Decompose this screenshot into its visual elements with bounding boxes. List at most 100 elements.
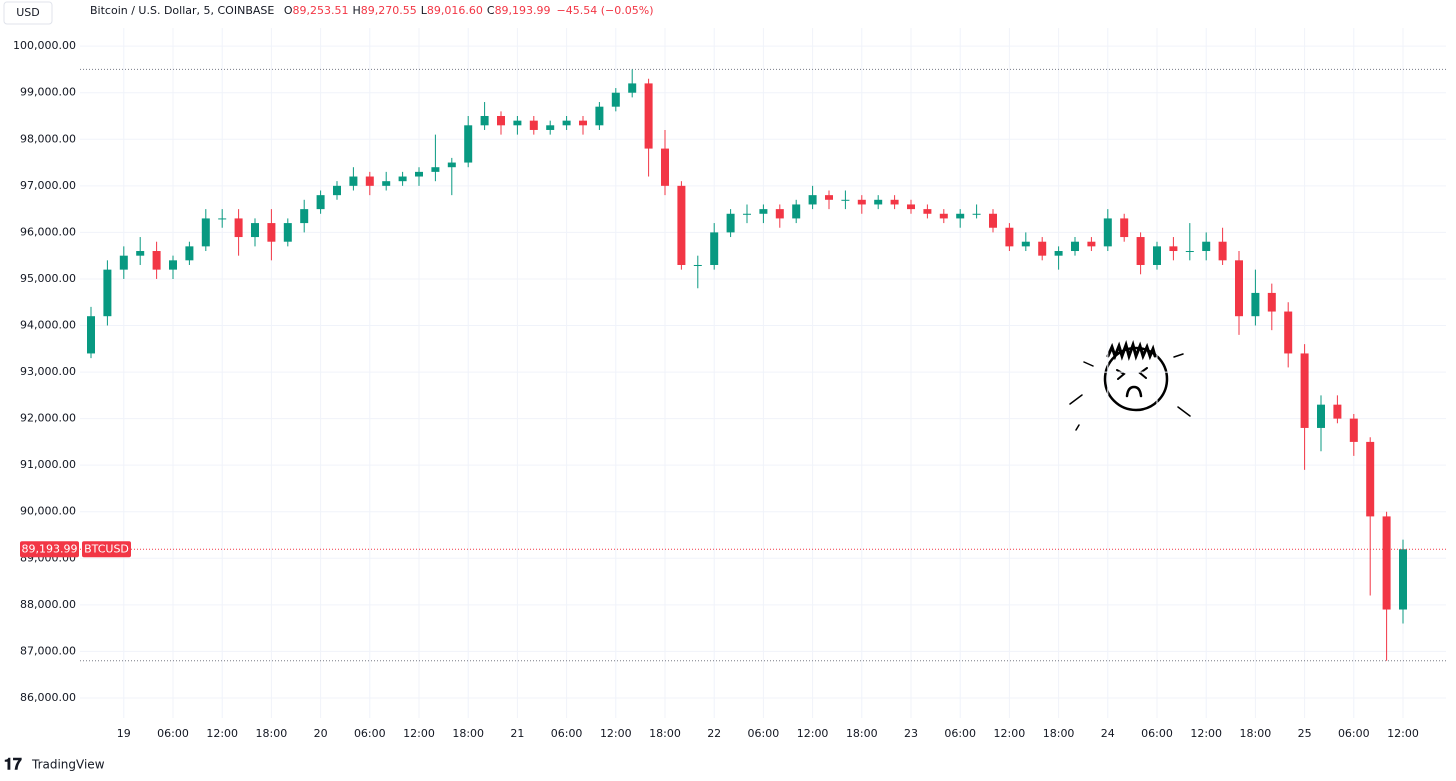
ohlc-key: H (352, 4, 360, 17)
x-tick-label: 18:00 (649, 727, 681, 740)
ohlc-value: 89,016.60 (427, 4, 483, 17)
x-tick-label: 24 (1101, 727, 1115, 740)
x-tick-label: 06:00 (748, 727, 780, 740)
x-tick-label: 12:00 (600, 727, 632, 740)
candle-body (529, 120, 538, 130)
candle-body (956, 213, 965, 219)
candle-body (1333, 404, 1342, 419)
candle-body (1185, 251, 1194, 253)
x-tick-label: 19 (117, 727, 131, 740)
candle-body (316, 195, 325, 210)
candle-body (759, 209, 768, 214)
candle-body (989, 213, 997, 228)
y-tick-label: 94,000.00 (20, 319, 76, 332)
candle-body (1284, 311, 1293, 354)
ohlc-value: 89,193.99 (495, 4, 551, 17)
emoji-doodle (1069, 340, 1191, 431)
x-tick-label: 06:00 (1141, 727, 1173, 740)
candle-body (365, 176, 374, 186)
candle-body (1087, 241, 1096, 247)
candle-body (644, 83, 653, 149)
brand: TradingView (31, 758, 105, 772)
x-tick-label: 12:00 (206, 727, 238, 740)
candle-body (693, 264, 702, 266)
y-tick-label: 96,000.00 (20, 225, 76, 238)
candle-body (890, 199, 899, 205)
y-tick-label: 95,000.00 (20, 272, 76, 285)
brand-logo: 𝟏𝟕 (4, 755, 22, 774)
candle-body (201, 218, 210, 247)
x-tick-label: 06:00 (551, 727, 583, 740)
candle-body (136, 251, 145, 256)
candle-body (382, 181, 391, 186)
candle-body (710, 232, 719, 265)
candle-body (562, 120, 571, 126)
ohlc-value: 89,270.55 (361, 4, 417, 17)
candle-body (234, 218, 243, 238)
candle-body (1235, 260, 1243, 317)
candle-body (923, 209, 932, 214)
candle-body (1120, 218, 1129, 238)
candle-body (1382, 516, 1391, 610)
candle-body (1038, 241, 1047, 256)
x-tick-label: 18:00 (452, 727, 484, 740)
candle-body (480, 115, 489, 126)
candle-body (841, 199, 850, 201)
x-tick-label: 18:00 (846, 727, 878, 740)
y-tick-label: 91,000.00 (20, 458, 76, 471)
x-tick-label: 12:00 (797, 727, 829, 740)
candle-body (1300, 353, 1309, 428)
candle-body (431, 167, 440, 172)
y-tick-label: 99,000.00 (20, 86, 76, 99)
candle-body (1136, 237, 1145, 265)
candle-body (661, 148, 669, 186)
y-tick-label: 90,000.00 (20, 505, 76, 518)
x-tick-label: 20 (314, 727, 328, 740)
y-tick-label: 93,000.00 (20, 365, 76, 378)
candle-body (103, 269, 112, 317)
y-tick-label: 97,000.00 (20, 179, 76, 192)
candle-body (726, 213, 735, 233)
candle-body (907, 204, 915, 210)
candle-body (1267, 292, 1276, 312)
candle-body (251, 223, 259, 238)
symbol-label: BTCUSD (84, 542, 129, 555)
candle-body (1251, 292, 1260, 317)
currency: USD (16, 6, 40, 19)
change: −45.54 (−0.05%) (557, 4, 654, 17)
x-tick-label: 12:00 (994, 727, 1026, 740)
x-tick-label: 18:00 (256, 727, 288, 740)
symbol: Bitcoin / U.S. Dollar, 5, COINBASE (90, 4, 274, 17)
x-tick-label: 23 (904, 727, 918, 740)
candle-body (398, 176, 407, 182)
candle-body (825, 195, 833, 200)
candle-body (743, 213, 751, 215)
x-tick-label: 18:00 (1043, 727, 1075, 740)
candle-body (152, 251, 161, 270)
x-tick-label: 22 (707, 727, 721, 740)
candle-body (611, 92, 620, 107)
candle-body (1218, 241, 1227, 261)
ohlc-key: O (284, 4, 293, 17)
candle-body (1399, 549, 1407, 610)
candle-body (349, 176, 358, 186)
candles (87, 69, 1407, 661)
y-tick-label: 88,000.00 (20, 598, 76, 611)
x-tick-label: 12:00 (1190, 727, 1222, 740)
currency-button[interactable] (3, 1, 53, 25)
candle-body (677, 185, 686, 265)
candle-body (808, 195, 817, 205)
x-tick-label: 06:00 (944, 727, 976, 740)
candle-body (1054, 251, 1063, 256)
x-tick-label: 12:00 (1387, 727, 1419, 740)
x-tick-label: 21 (510, 727, 524, 740)
candle-body (792, 204, 801, 219)
symbol-label-box (82, 541, 131, 558)
price-label: 89,193.99 (22, 542, 78, 555)
ohlc-key: C (487, 4, 495, 17)
ohlc-value: 89,253.51 (293, 4, 349, 17)
candle-body (218, 218, 227, 220)
candle-body (546, 125, 555, 130)
